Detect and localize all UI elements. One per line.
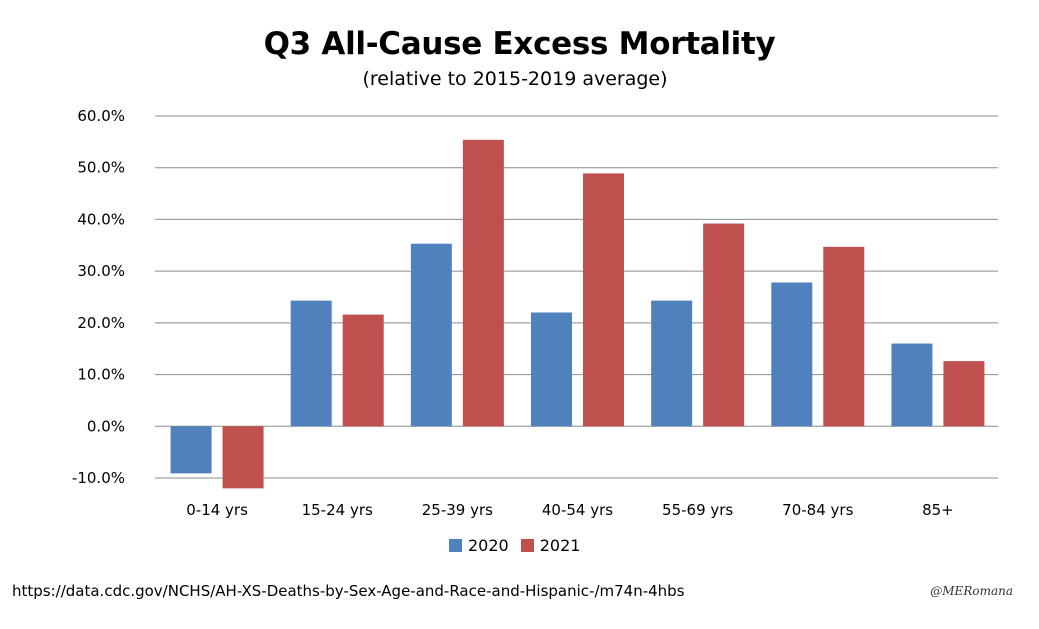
x-tick-label: 15-24 yrs xyxy=(302,501,373,519)
legend-swatch-2021 xyxy=(520,538,534,552)
bars xyxy=(170,139,985,489)
y-tick-label: 20.0% xyxy=(77,314,125,332)
x-tick-label: 0-14 yrs xyxy=(186,501,248,519)
author-signature: @MERomana xyxy=(930,584,1013,598)
bar-2021-25-39-yrs xyxy=(462,139,504,427)
x-axis-ticks: 0-14 yrs 15-24 yrs 25-39 yrs 40-54 yrs 55-69… xyxy=(186,501,954,519)
bar-2020-25-39-yrs xyxy=(410,243,452,427)
y-tick-label: 10.0% xyxy=(77,366,125,384)
x-tick-label: 70-84 yrs xyxy=(782,501,853,519)
y-tick-label: -10.0% xyxy=(72,469,125,487)
x-tick-label: 25-39 yrs xyxy=(422,501,493,519)
x-tick-label: 85+ xyxy=(922,501,954,519)
x-tick-label: 40-54 yrs xyxy=(542,501,613,519)
gridlines xyxy=(155,115,998,479)
bar-2021-40-54-yrs xyxy=(583,173,624,427)
bar-2021-85- xyxy=(943,361,985,427)
legend-label-2021: 2021 xyxy=(539,535,581,555)
source-url: https://data.cdc.gov/NCHS/AH-XS-Deaths-b… xyxy=(12,582,685,600)
y-tick-label: 0.0% xyxy=(87,417,125,435)
bar-2020-15-24-yrs xyxy=(290,300,332,427)
y-tick-label: 50.0% xyxy=(77,159,125,177)
bar-2021-55-69-yrs xyxy=(703,223,745,427)
bar-2020-70-84-yrs xyxy=(771,282,813,427)
chart-title: Q3 All-Cause Excess Mortality xyxy=(263,26,776,62)
legend: 2020 2021 xyxy=(449,535,592,555)
y-tick-label: 30.0% xyxy=(77,262,125,280)
legend-item-2021: 2021 xyxy=(520,535,581,555)
legend-item-2020: 2020 xyxy=(449,536,509,555)
legend-swatch-2020 xyxy=(449,538,462,552)
bar-2021-70-84-yrs xyxy=(823,246,865,427)
y-tick-label: 60.0% xyxy=(77,107,125,125)
bar-2021-15-24-yrs xyxy=(342,314,384,427)
bar-2020-0-14-yrs xyxy=(170,426,212,474)
bar-2020-40-54-yrs xyxy=(531,312,572,427)
y-axis-ticks: -10.0% 0.0% 10.0% 20.0% 30.0% 40.0% 50.0% 60.0% xyxy=(72,107,125,487)
y-tick-label: 40.0% xyxy=(77,210,125,228)
legend-label-2020: 2020 xyxy=(468,535,509,555)
x-tick-label: 55-69 yrs xyxy=(662,501,733,519)
bar-2021-0-14-yrs xyxy=(222,426,264,489)
bar-2020-55-69-yrs xyxy=(651,300,693,427)
chart-subtitle: (relative to 2015-2019 average) xyxy=(362,68,668,90)
bar-2020-85- xyxy=(891,343,933,427)
